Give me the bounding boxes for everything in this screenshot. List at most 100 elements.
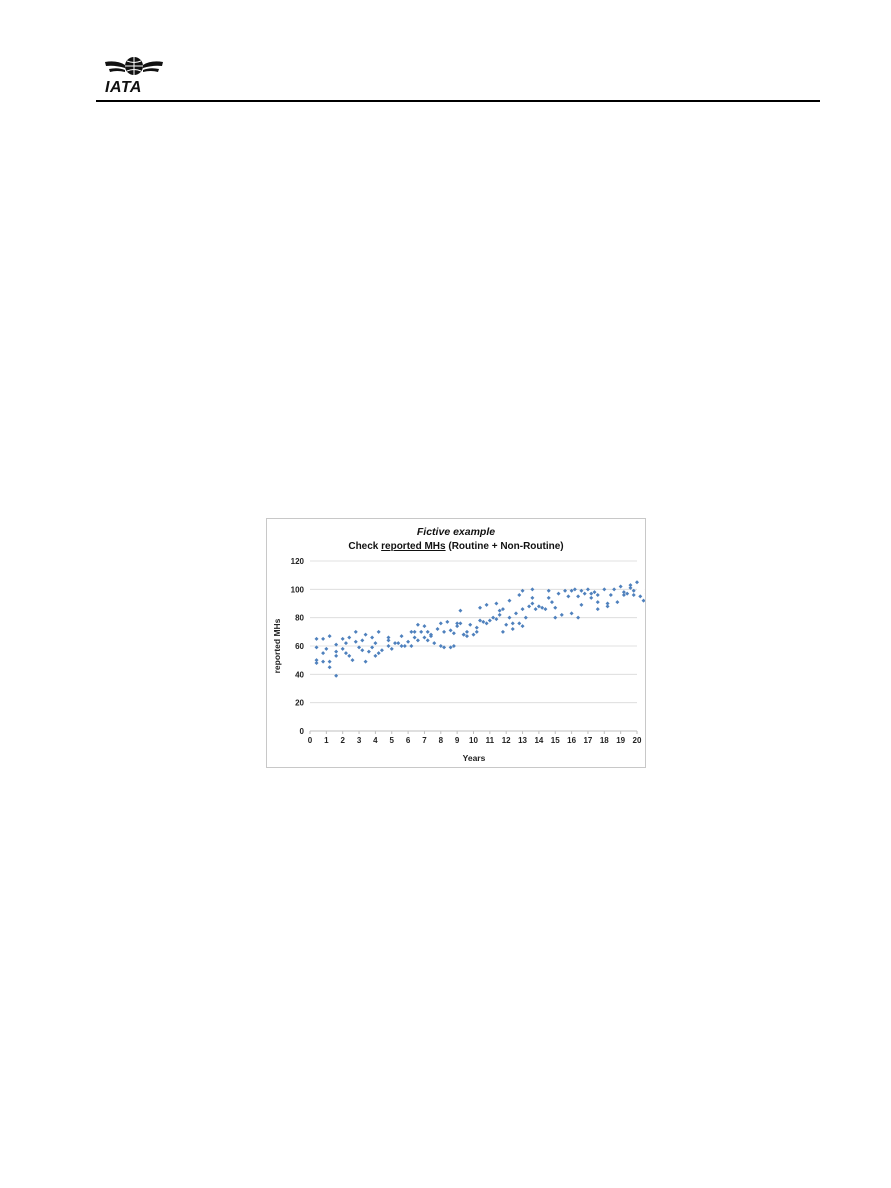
data-point (520, 588, 525, 593)
data-point (340, 646, 345, 651)
x-axis-label: Years (463, 753, 486, 763)
data-point (464, 629, 469, 634)
x-tick-label-16: 16 (567, 736, 576, 745)
data-point (389, 646, 394, 651)
data-point (474, 625, 479, 630)
data-point (497, 608, 502, 613)
data-point (386, 644, 391, 648)
data-point (350, 658, 355, 663)
data-point (507, 615, 512, 620)
data-point (379, 648, 384, 653)
data-point (474, 629, 479, 634)
data-point (530, 587, 535, 592)
data-point (510, 627, 515, 631)
data-point (360, 648, 365, 653)
data-point (618, 584, 623, 589)
data-points (314, 580, 653, 678)
x-tick-label-10: 10 (469, 736, 478, 745)
data-point (579, 588, 584, 593)
y-tick-label-0: 0 (300, 727, 305, 736)
data-point (327, 634, 332, 639)
data-point (533, 607, 538, 612)
chart-subtitle-underlined: reported MHs (381, 541, 446, 552)
x-tick-label-5: 5 (390, 736, 395, 745)
x-tick-labels: 0 1 2 3 4 5 6 7 8 9 10 11 12 13 14 15 16 17 18 19 20 (308, 736, 642, 745)
chart-title: Fictive example (417, 526, 495, 538)
data-point (334, 653, 339, 658)
data-point (334, 642, 339, 647)
data-point (621, 593, 626, 597)
data-point (386, 638, 391, 643)
y-tick-labels: 0 20 40 60 80 100 120 (291, 557, 305, 736)
chart-subtitle: Check reported MHs (Routine + Non-Routin… (348, 541, 563, 552)
data-point (638, 594, 643, 599)
data-point (500, 629, 505, 634)
data-point (347, 653, 352, 658)
x-tick-label-18: 18 (600, 736, 609, 745)
data-point (468, 622, 473, 627)
data-point (370, 635, 375, 640)
data-point (314, 661, 319, 665)
x-tick-label-1: 1 (324, 736, 329, 745)
scatter-chart: Fictive example Check reported MHs (Rout… (272, 526, 653, 763)
data-point (517, 593, 522, 597)
data-point (314, 645, 319, 650)
data-point (399, 634, 404, 639)
data-point (458, 608, 463, 613)
data-point (461, 632, 466, 637)
data-point (553, 615, 558, 620)
data-point (546, 588, 551, 593)
x-tick-label-6: 6 (406, 736, 411, 745)
data-point (514, 611, 519, 616)
data-point (458, 621, 463, 626)
data-point (327, 665, 332, 670)
data-point (386, 635, 391, 640)
data-point (536, 604, 541, 609)
y-tick-label-100: 100 (291, 585, 305, 594)
data-point (628, 583, 633, 588)
data-point (556, 591, 561, 596)
data-point (569, 611, 574, 616)
data-point (478, 618, 483, 623)
data-point (435, 627, 440, 631)
data-point (563, 588, 568, 593)
data-point (353, 629, 358, 634)
data-point (321, 636, 326, 641)
data-point (399, 644, 404, 648)
data-point (530, 601, 535, 606)
gridlines (310, 560, 637, 704)
x-tick-label-0: 0 (308, 736, 313, 745)
data-point (415, 638, 420, 643)
data-point (631, 588, 636, 593)
x-tick-label-8: 8 (439, 736, 444, 745)
y-tick-label-20: 20 (295, 699, 304, 708)
data-point (520, 624, 525, 629)
globe-wings-emblem (105, 57, 163, 75)
data-point (484, 602, 489, 607)
data-point (595, 593, 600, 597)
data-point (605, 601, 610, 606)
data-point (376, 651, 381, 656)
data-point (373, 653, 378, 658)
y-axis-label: reported MHs (272, 618, 282, 673)
data-point (491, 615, 496, 620)
data-point (582, 591, 587, 596)
x-tick-label-12: 12 (502, 736, 511, 745)
data-point (641, 598, 646, 603)
data-point (543, 607, 548, 612)
data-point (540, 605, 545, 610)
data-point (442, 645, 447, 650)
data-point (412, 635, 417, 640)
data-point (523, 615, 528, 620)
data-point (579, 602, 584, 607)
data-point (589, 591, 594, 596)
data-point (321, 659, 326, 664)
data-point (481, 619, 486, 624)
data-point (393, 641, 398, 646)
data-point (415, 622, 420, 627)
data-point (592, 590, 597, 595)
x-tick-label-7: 7 (422, 736, 427, 745)
data-point (471, 632, 476, 637)
data-point (425, 629, 430, 634)
data-point (347, 635, 352, 640)
